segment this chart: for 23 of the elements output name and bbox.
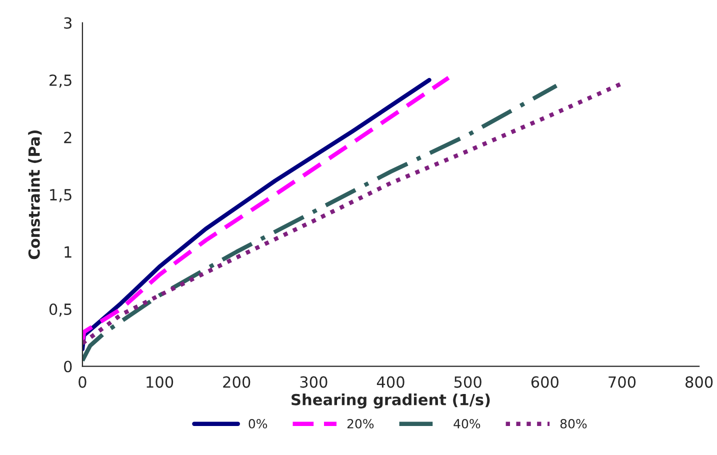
legend-label: 0%: [248, 418, 268, 428]
x-axis-title: Shearing gradient (1/s): [292, 394, 490, 408]
legend-label: 40%: [454, 418, 480, 428]
x-tick-label: 400: [376, 376, 404, 388]
y-tick-label: 2,5: [50, 74, 72, 88]
line-series: [82, 84, 559, 363]
legend-label: 80%: [560, 418, 587, 428]
y-tick-label: 0: [64, 360, 72, 372]
y-tick-label: 1,5: [50, 189, 72, 202]
y-tick-label: 0,5: [49, 303, 72, 317]
x-tick-label: 700: [608, 376, 636, 388]
x-tick-label: 800: [686, 376, 713, 388]
x-tick-label: 0: [78, 376, 86, 388]
x-tick-label: 100: [146, 376, 174, 388]
x-tick-label: 600: [531, 376, 558, 388]
x-tick-label: 500: [454, 376, 482, 388]
x-tick-label: 200: [223, 376, 250, 388]
y-tick-label: 2: [64, 132, 72, 144]
y-axis-title: Constraint (Pa): [28, 130, 42, 260]
y-tick-label: 3: [64, 17, 72, 29]
legend-label: 20%: [347, 418, 374, 428]
x-tick-label: 300: [300, 376, 328, 388]
y-tick-label: 1: [64, 246, 72, 258]
